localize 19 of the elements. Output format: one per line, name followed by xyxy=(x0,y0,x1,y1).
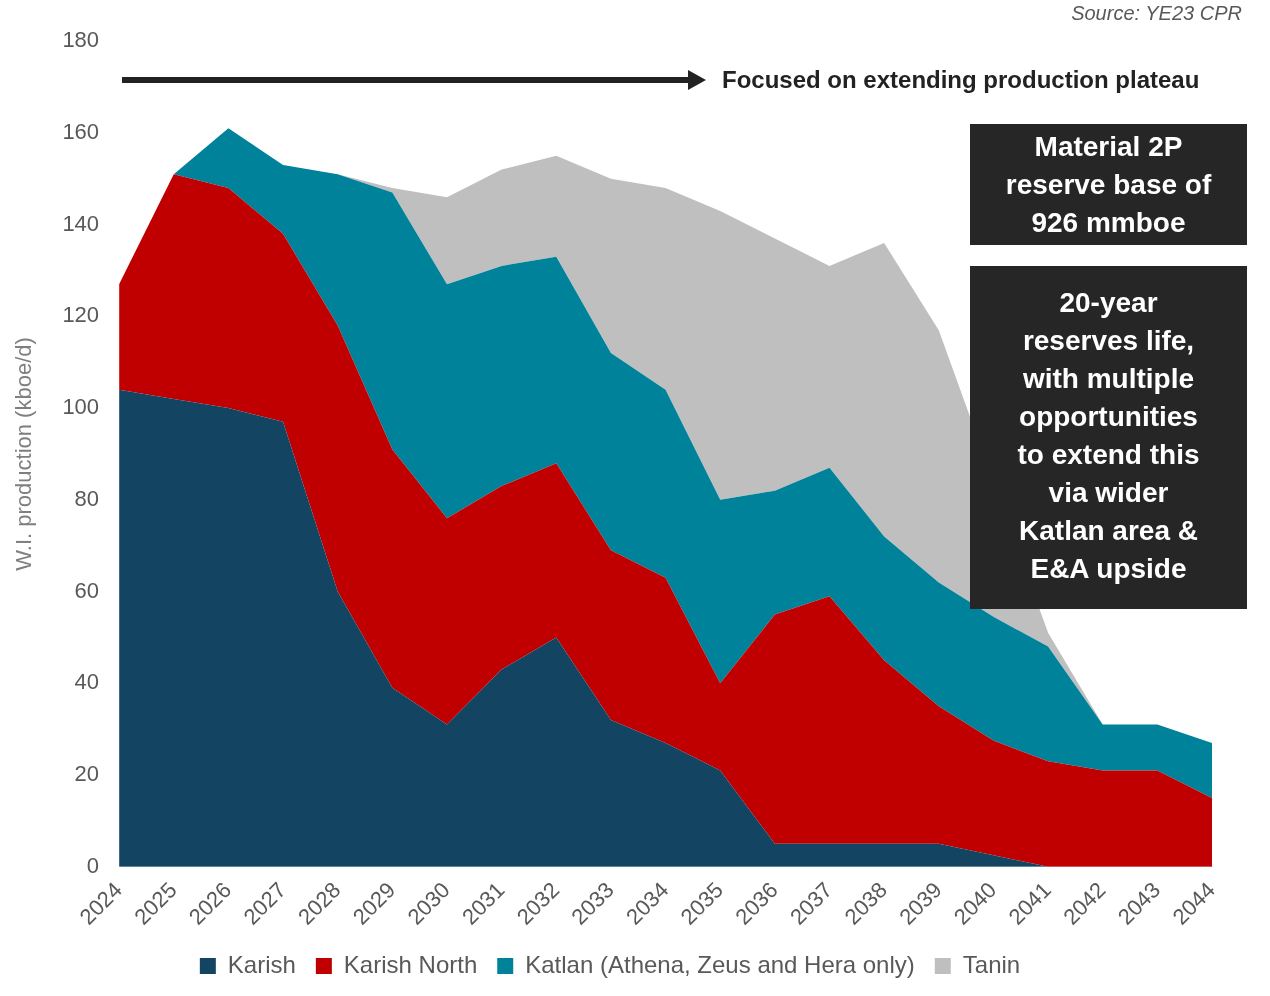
y-tick-label: 100 xyxy=(62,394,100,420)
legend-label: Katlan (Athena, Zeus and Hera only) xyxy=(525,950,915,978)
y-tick-label: 120 xyxy=(62,302,100,328)
legend-label: Tanin xyxy=(962,950,1021,978)
annotation: Focused on extending production plateau xyxy=(722,66,1200,94)
y-tick-label: 0 xyxy=(86,852,100,878)
source-note: Source: YE23 CPR xyxy=(1071,2,1242,25)
y-tick-label: 60 xyxy=(74,577,100,603)
y-tick-label: 20 xyxy=(74,761,100,787)
y-tick-label: 80 xyxy=(74,485,100,511)
callout-box: 20-year reserves life, with multiple opportunities to extend this via wider Katlan area & E&A upside xyxy=(970,266,1247,609)
y-tick-label: 160 xyxy=(62,118,100,144)
legend-label: Karish xyxy=(227,950,296,978)
legend-label: Karish North xyxy=(343,950,478,978)
callout-box: Material 2P reserve base of 926 mmboe xyxy=(970,124,1247,245)
y-axis-title: W.I. production (kboe/d) xyxy=(11,337,37,571)
y-tick-label: 180 xyxy=(62,27,100,53)
y-tick-label: 140 xyxy=(62,210,100,236)
y-tick-label: 40 xyxy=(74,669,100,695)
